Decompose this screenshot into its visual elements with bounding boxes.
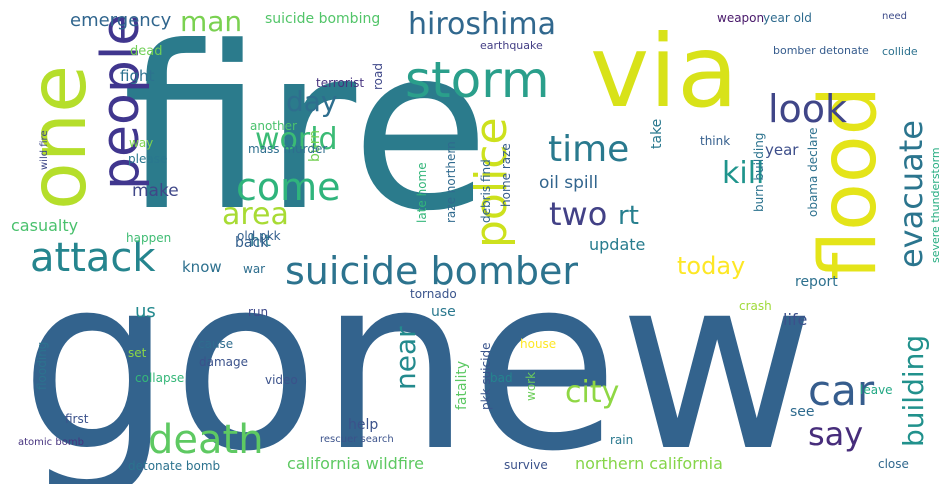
word-way: way [129,136,154,150]
word-fire: fire [122,0,490,261]
word-day: day [286,85,338,118]
word-tornado: tornado [410,287,457,301]
word-collapse: collapse [135,371,185,385]
word-update: update [589,235,646,254]
word-gonew: gonew [20,224,816,484]
word-need: need [882,11,907,22]
word-damage: damage [199,355,249,369]
word-terrorist: terrorist [316,76,365,90]
word-rescuer-search: rescuer search [320,434,394,445]
word-take: take [649,118,665,149]
word-know: know [182,258,222,276]
word-first: first [65,412,89,426]
word-storm: storm [405,51,550,109]
word-casualty: casualty [11,216,79,235]
word-make: make [132,181,179,201]
word-road: road [371,63,385,90]
word-mass-murder: mass murder [248,142,328,156]
word-weapon: weapon [717,11,765,25]
word-kill: kill [722,156,765,191]
word-emergency: emergency [70,10,172,31]
word-severe-thunderstorm: severe thunderstorm [929,147,942,263]
word-fight: fight [120,67,155,85]
word-another: another [250,119,297,133]
word-flooding: flooding [35,341,49,390]
word-two: two [549,195,608,233]
word-happen: happen [126,231,172,245]
word-california-wildfire: california wildfire [287,454,424,473]
word-near: near [389,326,422,390]
word-work: work [524,371,538,401]
word-please: please [128,152,168,166]
word-one: one [14,64,104,210]
word-war: war [243,262,266,276]
word-attack: attack [30,235,156,281]
word-survive: survive [504,458,548,472]
word-video: video [265,373,298,387]
word-us: us [135,301,156,322]
word-world: world [255,122,338,157]
word-death: death [148,417,264,463]
word-think: think [700,134,731,148]
word-today: today [677,252,746,280]
word-run: run [248,305,269,319]
word-bomber-detonate: bomber detonate [773,44,869,57]
word-late-home: late home [415,162,429,223]
word-burn-building: burn building [752,132,766,212]
word-time: time [548,129,630,170]
word-northern-california: northern california [575,454,723,473]
word-via: via [590,13,739,130]
word-life: life [783,310,808,329]
word-cause: cause [198,337,234,351]
word-rt: rt [618,201,639,231]
word-evacuate: evacuate [892,120,930,268]
word-building: building [897,334,930,447]
word-come: come [236,165,341,209]
word-look: look [768,87,848,131]
word-wild-fire: wild fire [39,130,50,170]
word-close: close [878,457,909,471]
word-oil-spill: oil spill [539,173,599,193]
word-old-pkk: old pkk [237,229,281,243]
word-man: man [180,5,243,38]
word-city: city [565,375,620,410]
word-debris-find: debris find [479,159,493,223]
word-fatality: fatality [454,360,470,410]
word-collide: collide [882,45,918,58]
word-set: set [128,346,147,360]
word-suicide-bomber: suicide bomber [285,249,578,293]
word-back: back [235,235,269,251]
word-raze-northern: raze northern [444,141,458,223]
word-crash: crash [739,299,772,313]
word-help: help [348,417,379,433]
word-pkk-suicide: pkk suicide [479,342,493,410]
word-dead: dead [130,44,163,59]
word-leave: leave [860,383,893,397]
word-report: report [795,274,838,290]
word-house: house [520,337,557,351]
word-see: see [790,404,815,420]
word-hit: hit [250,231,271,250]
word-detonate-bomb: detonate bomb [128,459,221,473]
word-area: area [222,197,289,232]
word-say: say [808,415,864,453]
word-obama-declare: obama declare [806,127,820,217]
word-use: use [431,304,456,320]
word-car: car [808,366,875,415]
word-year-old: year old [763,11,812,25]
word-hiroshima: hiroshima [408,7,556,42]
word-bad: bad [490,371,513,385]
word-atomic-bomb: atomic bomb [18,437,84,448]
word-earthquake: earthquake [480,39,543,52]
word-year: year [765,141,799,159]
word-suicide-bombing: suicide bombing [265,11,381,27]
word-home-raze: home raze [499,143,513,207]
word-rain: rain [610,433,634,447]
